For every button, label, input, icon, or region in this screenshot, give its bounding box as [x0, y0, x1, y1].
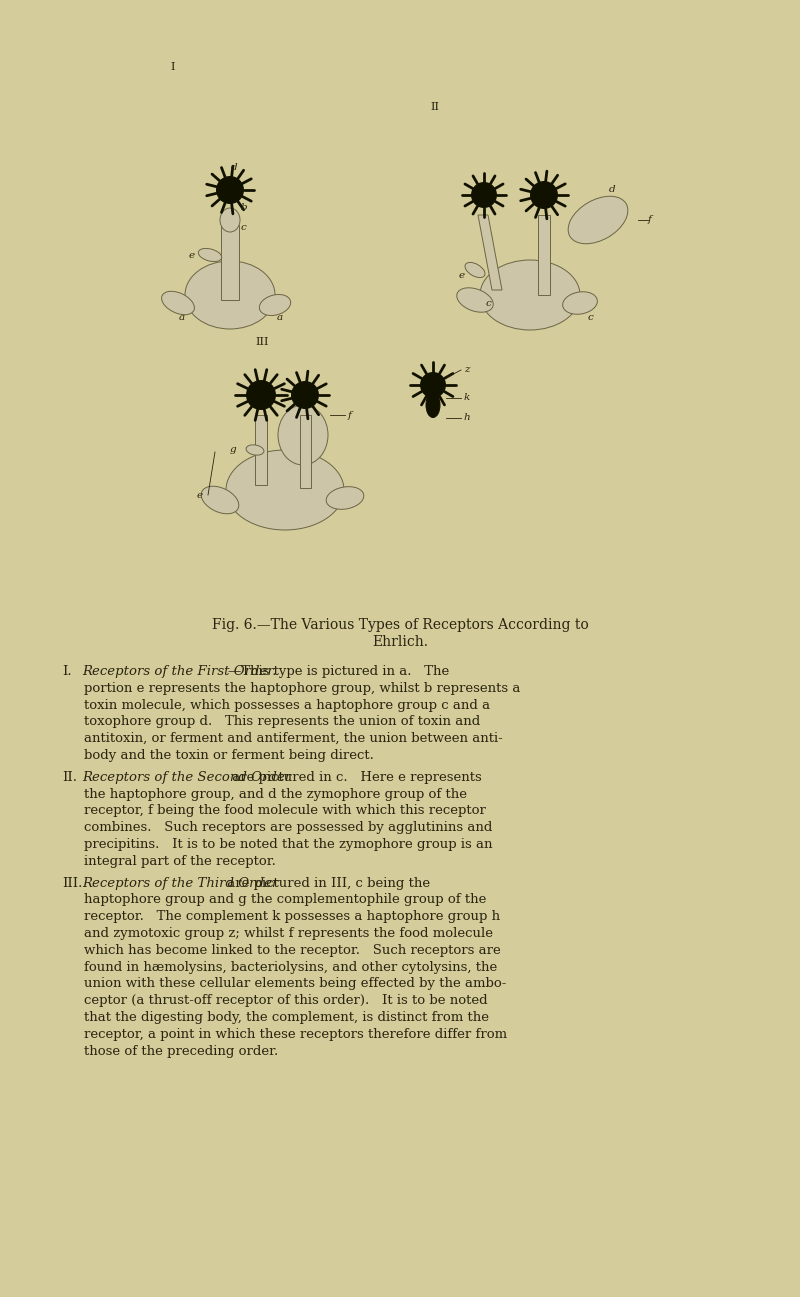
Text: III.: III. [62, 877, 82, 890]
Circle shape [291, 381, 319, 409]
Text: e: e [197, 490, 203, 499]
Circle shape [530, 182, 558, 209]
Text: union with these cellular elements being effected by the ambo-: union with these cellular elements being… [84, 978, 506, 991]
Ellipse shape [278, 405, 328, 466]
Text: Receptors of the First Order.: Receptors of the First Order. [82, 665, 277, 678]
Text: g: g [230, 445, 236, 454]
Ellipse shape [465, 262, 485, 278]
Text: toxophore group d.   This represents the union of toxin and: toxophore group d. This represents the u… [84, 716, 480, 729]
Polygon shape [478, 215, 502, 291]
Ellipse shape [185, 261, 275, 329]
Text: I.: I. [62, 665, 72, 678]
Text: those of the preceding order.: those of the preceding order. [84, 1044, 278, 1057]
Text: and zymotoxic group z; whilst f represents the food molecule: and zymotoxic group z; whilst f represen… [84, 927, 493, 940]
Polygon shape [538, 215, 550, 294]
Text: III: III [255, 337, 269, 348]
Text: f: f [648, 215, 652, 224]
Ellipse shape [568, 196, 628, 244]
Ellipse shape [162, 292, 194, 315]
Ellipse shape [226, 450, 344, 530]
Text: c: c [240, 223, 246, 231]
Text: c: c [587, 313, 593, 322]
Text: are pictured in c.   Here e represents: are pictured in c. Here e represents [229, 770, 482, 783]
Text: d: d [230, 162, 238, 171]
Text: —This type is pictured in a.   The: —This type is pictured in a. The [229, 665, 450, 678]
Circle shape [471, 182, 497, 208]
Ellipse shape [201, 486, 239, 514]
Text: I: I [170, 62, 174, 73]
Circle shape [246, 380, 276, 410]
Text: integral part of the receptor.: integral part of the receptor. [84, 855, 276, 868]
Text: the haptophore group, and d the zymophore group of the: the haptophore group, and d the zymophor… [84, 787, 467, 800]
Text: Fig. 6.—The Various Types of Receptors According to: Fig. 6.—The Various Types of Receptors A… [212, 617, 588, 632]
Text: toxin molecule, which possesses a haptophore group c and a: toxin molecule, which possesses a haptop… [84, 699, 490, 712]
Circle shape [420, 372, 446, 398]
Text: are pictured in III, c being the: are pictured in III, c being the [223, 877, 430, 890]
Text: a: a [277, 313, 283, 322]
Text: e: e [459, 271, 465, 279]
Ellipse shape [326, 486, 364, 510]
Circle shape [216, 176, 244, 204]
Text: b: b [241, 202, 247, 211]
Text: f: f [348, 410, 352, 419]
Text: haptophore group and g the complementophile group of the: haptophore group and g the complementoph… [84, 894, 486, 907]
Text: c: c [485, 298, 491, 307]
Text: II.: II. [62, 770, 77, 783]
Text: which has become linked to the receptor.   Such receptors are: which has become linked to the receptor.… [84, 944, 501, 957]
Text: that the digesting body, the complement, is distinct from the: that the digesting body, the complement,… [84, 1010, 489, 1025]
Text: z: z [464, 366, 470, 375]
Ellipse shape [480, 259, 580, 329]
Text: a: a [179, 313, 185, 322]
Ellipse shape [562, 292, 598, 314]
Text: e: e [189, 250, 195, 259]
Polygon shape [221, 224, 239, 300]
Text: receptor, f being the food molecule with which this receptor: receptor, f being the food molecule with… [84, 804, 486, 817]
Polygon shape [255, 415, 267, 485]
Ellipse shape [259, 294, 290, 315]
Text: II: II [430, 102, 439, 112]
Text: body and the toxin or ferment being direct.: body and the toxin or ferment being dire… [84, 748, 374, 763]
Ellipse shape [457, 288, 494, 313]
Text: Receptors of the Third Order: Receptors of the Third Order [82, 877, 278, 890]
Text: d: d [609, 185, 615, 195]
Text: Ehrlich.: Ehrlich. [372, 636, 428, 648]
Text: found in hæmolysins, bacteriolysins, and other cytolysins, the: found in hæmolysins, bacteriolysins, and… [84, 961, 498, 974]
Ellipse shape [426, 393, 440, 418]
Text: portion e represents the haptophore group, whilst b represents a: portion e represents the haptophore grou… [84, 682, 520, 695]
Text: antitoxin, or ferment and antiferment, the union between anti-: antitoxin, or ferment and antiferment, t… [84, 733, 502, 746]
Ellipse shape [198, 249, 222, 262]
Text: h: h [464, 414, 470, 423]
Text: receptor, a point in which these receptors therefore differ from: receptor, a point in which these recepto… [84, 1027, 507, 1040]
Ellipse shape [246, 445, 264, 455]
Text: ceptor (a thrust-off receptor of this order).   It is to be noted: ceptor (a thrust-off receptor of this or… [84, 995, 488, 1008]
Ellipse shape [220, 208, 240, 232]
Text: combines.   Such receptors are possessed by agglutinins and: combines. Such receptors are possessed b… [84, 821, 492, 834]
Polygon shape [300, 415, 311, 488]
Text: precipitins.   It is to be noted that the zymophore group is an: precipitins. It is to be noted that the … [84, 838, 493, 851]
Text: k: k [464, 393, 470, 402]
Text: receptor.   The complement k possesses a haptophore group h: receptor. The complement k possesses a h… [84, 910, 500, 923]
Text: Receptors of the Second Order: Receptors of the Second Order [82, 770, 291, 783]
